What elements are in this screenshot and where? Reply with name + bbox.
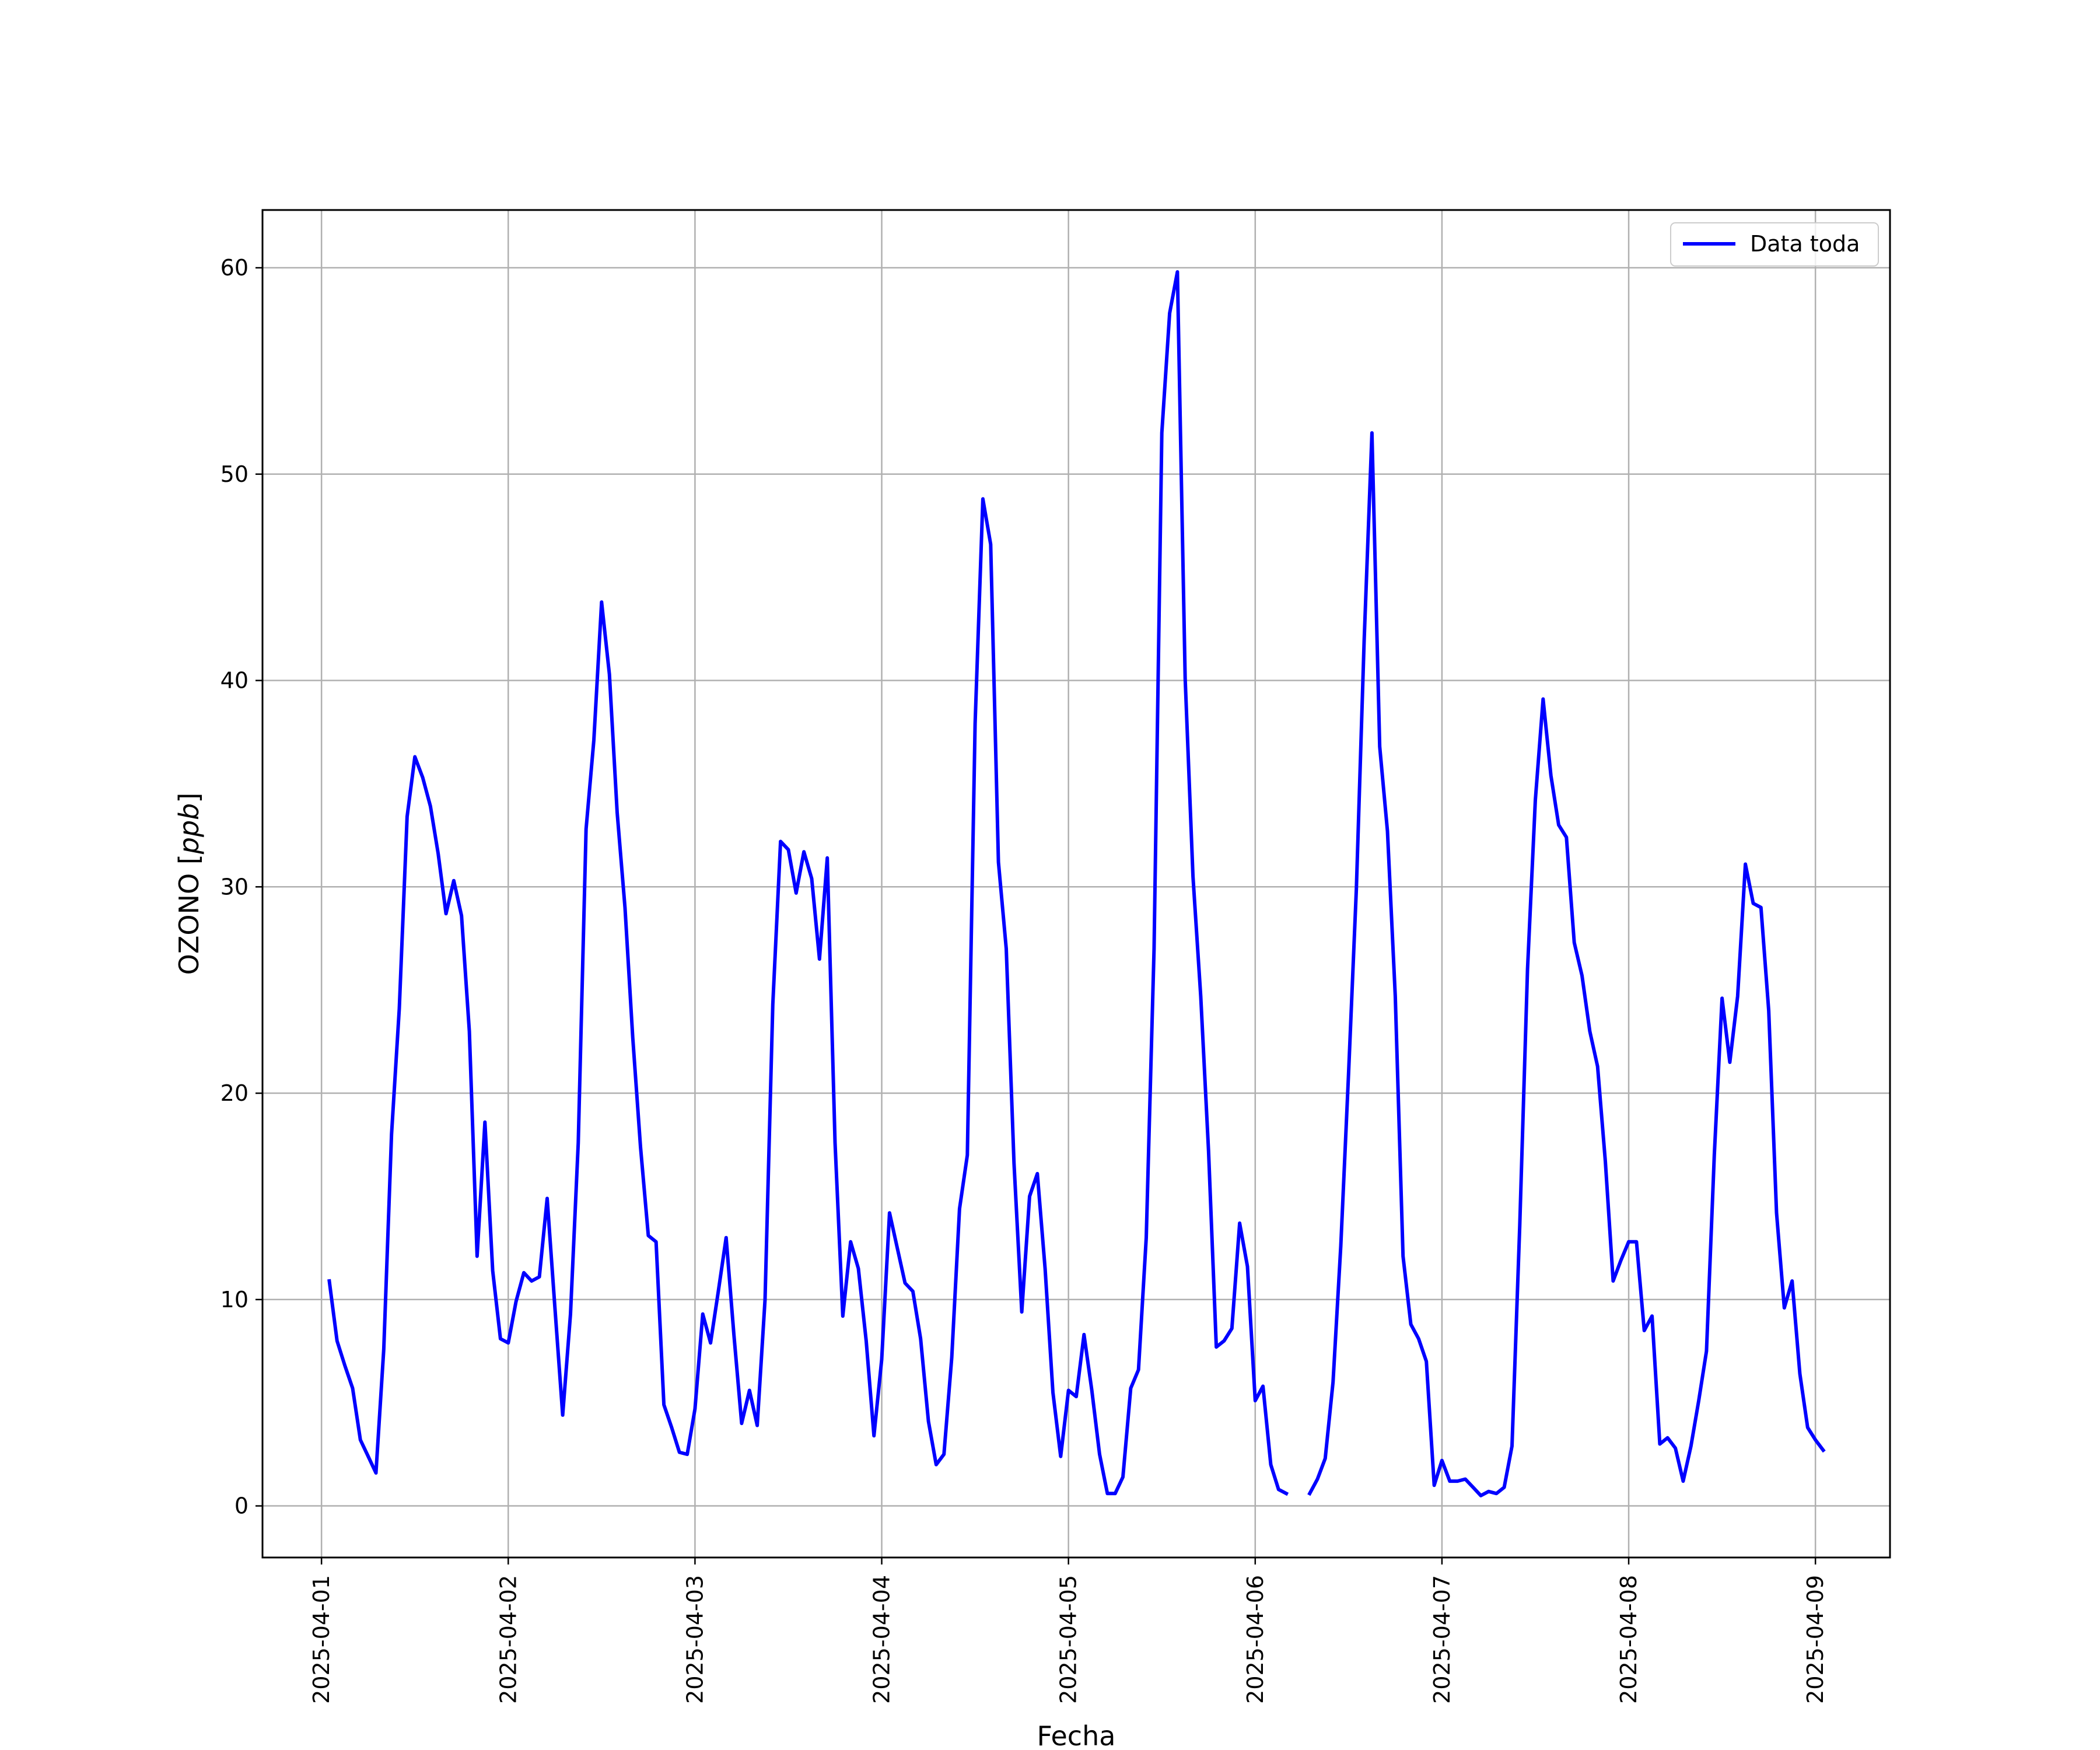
y-axis-title-unit: ppb (173, 803, 205, 855)
y-tick-label: 30 (220, 874, 249, 900)
x-tick-label: 2025-04-01 (309, 1575, 334, 1704)
y-axis-title-suffix: ] (173, 793, 205, 803)
series-layer (327, 270, 1826, 1497)
series-line-data-toda (327, 270, 1289, 1496)
grid-lines (262, 210, 1890, 1558)
y-tick-label: 10 (220, 1287, 249, 1312)
x-tick-label: 2025-04-08 (1616, 1575, 1642, 1704)
x-tick-label: 2025-04-03 (682, 1575, 708, 1704)
x-tick-label: 2025-04-02 (495, 1575, 521, 1704)
axis-ticks: 2025-04-01 2025-04-02 2025-04-03 2025-04-04… (220, 255, 1829, 1704)
x-tick-label: 2025-04-06 (1242, 1575, 1268, 1704)
y-tick-label: 20 (220, 1080, 249, 1106)
y-tick-label: 40 (220, 668, 249, 694)
y-axis-title: OZONO [ppb] (173, 793, 205, 975)
x-tick-label: 2025-04-07 (1429, 1575, 1455, 1704)
series-line-data-toda (1307, 431, 1826, 1497)
x-tick-label: 2025-04-05 (1056, 1575, 1082, 1704)
legend-label-data-toda: Data toda (1750, 231, 1860, 257)
legend: Data toda (1670, 222, 1879, 267)
y-tick-label: 60 (220, 255, 249, 281)
x-tick-label: 2025-04-04 (869, 1575, 895, 1704)
y-tick-label: 0 (235, 1493, 249, 1519)
x-axis-title: Fecha (1037, 1720, 1116, 1750)
plot-area-frame (261, 209, 1891, 1559)
y-axis-title-prefix: OZONO [ (173, 854, 205, 975)
y-tick-label: 50 (220, 461, 249, 487)
legend-box (1670, 222, 1879, 267)
x-tick-label: 2025-04-09 (1803, 1575, 1828, 1704)
